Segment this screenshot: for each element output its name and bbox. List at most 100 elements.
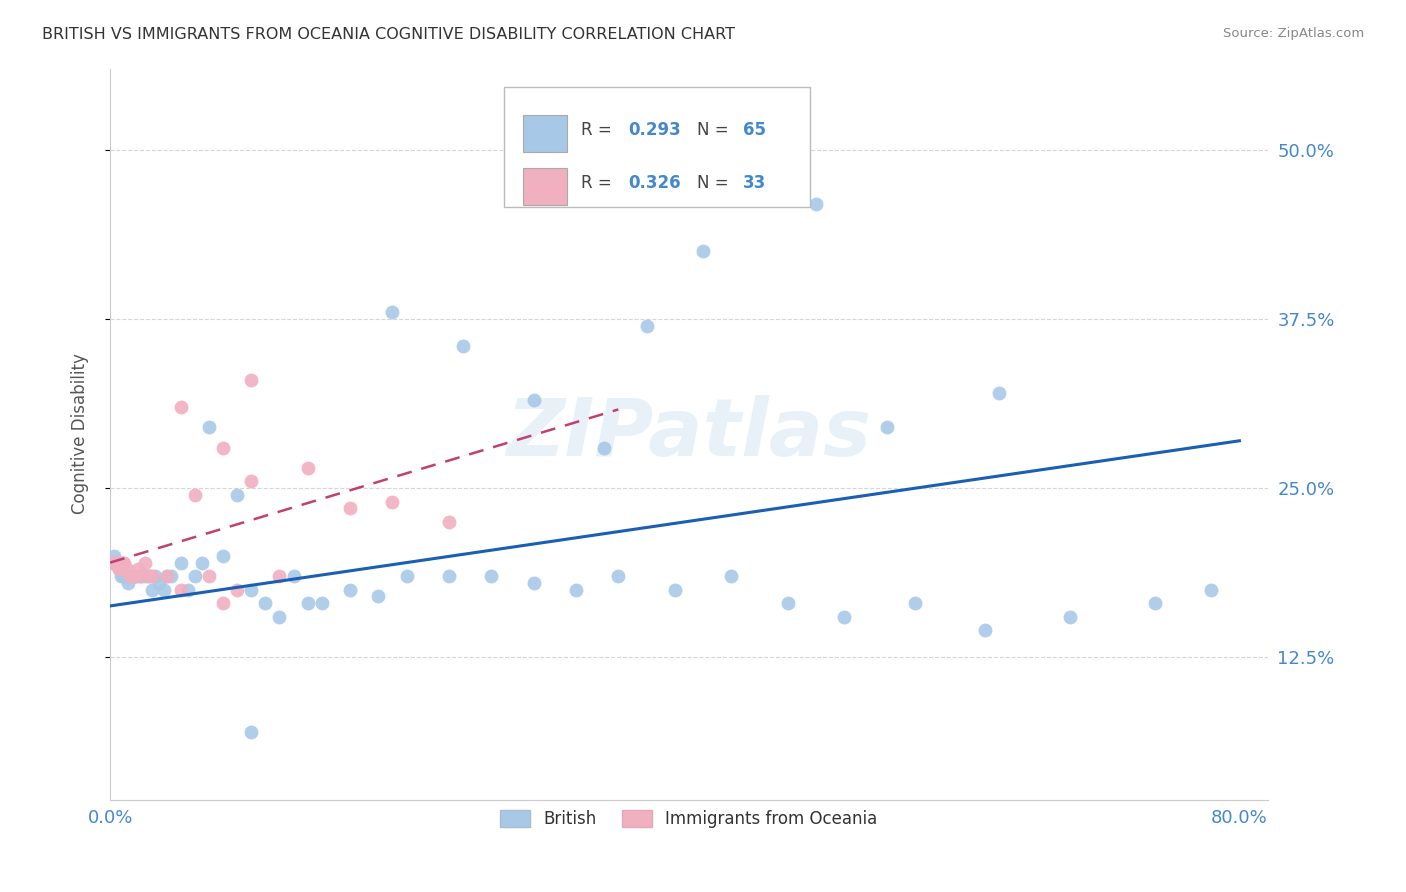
Point (127, 569, 149, 583)
Point (226, 582, 249, 597)
Point (108, 562, 131, 576)
Point (169, 556, 191, 570)
Point (692, 244, 714, 259)
Point (1199, 582, 1222, 597)
Point (988, 386, 1011, 401)
Point (664, 582, 686, 597)
Point (184, 488, 207, 502)
Point (155, 569, 177, 583)
FancyBboxPatch shape (523, 115, 568, 152)
Point (104, 556, 127, 570)
Text: Source: ZipAtlas.com: Source: ZipAtlas.com (1223, 27, 1364, 40)
Point (720, 569, 742, 583)
Text: R =: R = (581, 174, 617, 192)
Point (776, 596, 799, 610)
Point (103, 549, 125, 563)
Point (118, 569, 141, 583)
Point (1143, 596, 1166, 610)
Point (105, 556, 128, 570)
Text: 0.293: 0.293 (628, 120, 682, 139)
Point (437, 569, 460, 583)
Point (138, 569, 160, 583)
Point (212, 549, 235, 563)
Point (148, 576, 170, 591)
Point (120, 569, 142, 583)
Point (129, 569, 152, 583)
Point (1059, 609, 1081, 624)
Point (381, 305, 404, 319)
Point (876, 420, 898, 434)
Text: R =: R = (581, 120, 617, 139)
Point (103, 556, 125, 570)
Point (636, 318, 658, 333)
Point (152, 582, 174, 597)
Point (283, 569, 305, 583)
Point (212, 441, 235, 455)
Point (136, 569, 159, 583)
Point (124, 569, 146, 583)
Point (437, 515, 460, 529)
Point (105, 556, 128, 570)
Point (240, 373, 263, 387)
Point (141, 582, 163, 597)
Point (115, 569, 138, 583)
Point (191, 556, 214, 570)
Point (593, 441, 616, 455)
Point (110, 569, 132, 583)
Point (111, 556, 134, 570)
Point (240, 724, 263, 739)
Point (143, 569, 166, 583)
Point (297, 461, 319, 475)
Point (155, 569, 177, 583)
Point (226, 488, 249, 502)
Legend: British, Immigrants from Oceania: British, Immigrants from Oceania (494, 804, 884, 835)
Point (115, 562, 138, 576)
Text: N =: N = (697, 120, 734, 139)
Point (297, 596, 319, 610)
Point (101, 556, 124, 570)
Point (311, 596, 333, 610)
Point (129, 569, 152, 583)
Y-axis label: Cognitive Disability: Cognitive Disability (72, 353, 89, 515)
Point (101, 556, 124, 570)
Point (184, 569, 207, 583)
Text: BRITISH VS IMMIGRANTS FROM OCEANIA COGNITIVE DISABILITY CORRELATION CHART: BRITISH VS IMMIGRANTS FROM OCEANIA COGNI… (42, 27, 735, 42)
Point (110, 556, 132, 570)
Point (134, 556, 156, 570)
Point (134, 569, 156, 583)
Point (107, 562, 129, 576)
FancyBboxPatch shape (523, 169, 568, 205)
Point (367, 590, 389, 604)
Point (107, 562, 129, 576)
Point (177, 582, 200, 597)
Text: 65: 65 (744, 120, 766, 139)
Point (104, 556, 127, 570)
Point (974, 624, 997, 638)
Point (451, 339, 474, 353)
Point (117, 576, 139, 591)
Point (112, 556, 135, 570)
Point (269, 569, 291, 583)
Point (127, 562, 149, 576)
Point (607, 569, 630, 583)
Point (339, 582, 361, 597)
Point (198, 420, 221, 434)
Point (269, 609, 291, 624)
Point (523, 393, 546, 408)
Text: 0.326: 0.326 (628, 174, 682, 192)
Point (254, 596, 277, 610)
Point (240, 475, 263, 489)
Point (124, 569, 146, 583)
Point (112, 569, 135, 583)
Point (523, 576, 546, 591)
Point (169, 582, 191, 597)
Point (565, 582, 588, 597)
Point (381, 494, 404, 508)
Text: N =: N = (697, 174, 734, 192)
Point (169, 400, 191, 414)
Point (159, 569, 181, 583)
Point (121, 569, 143, 583)
Point (339, 501, 361, 516)
Point (198, 569, 221, 583)
Point (121, 569, 143, 583)
